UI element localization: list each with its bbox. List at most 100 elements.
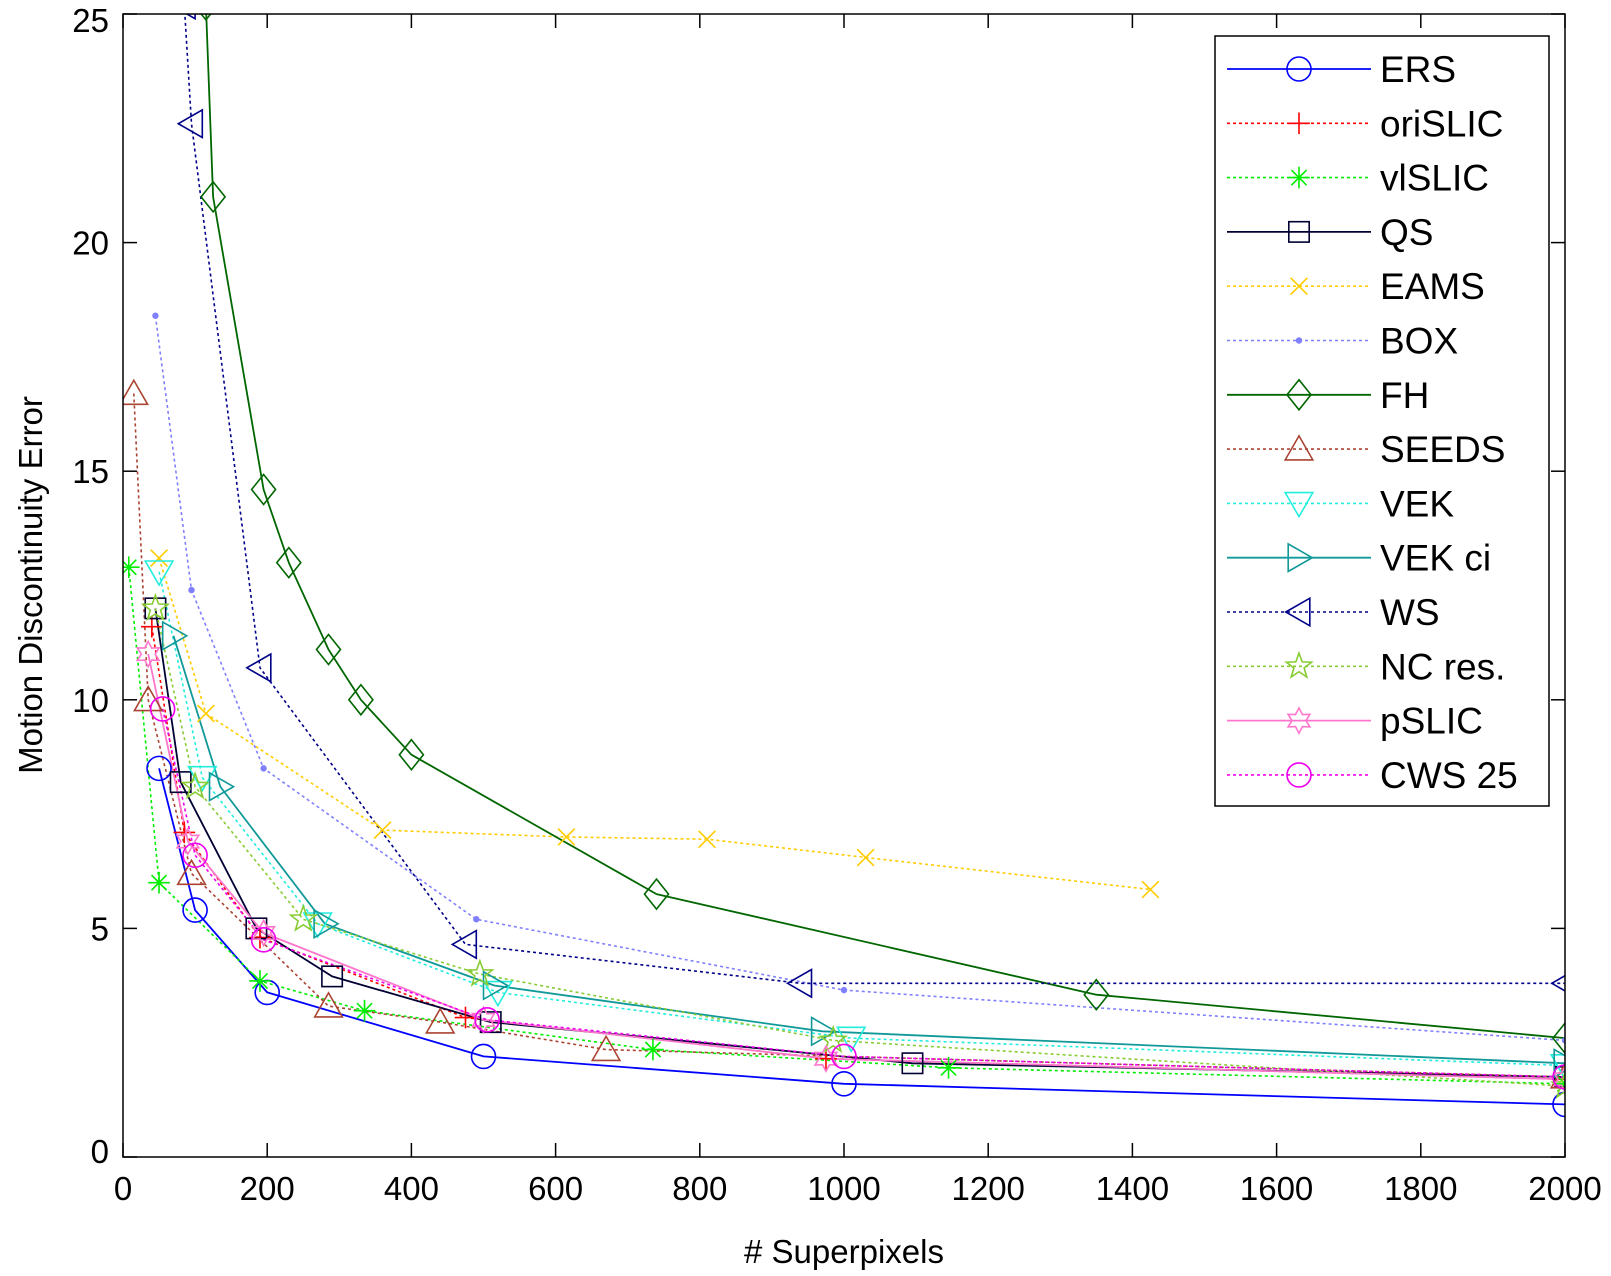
plot-frame: [122, 13, 1566, 1158]
data-point-eams: [150, 549, 169, 568]
legend-marker-qs: [1288, 220, 1311, 243]
data-point-fh: [275, 546, 302, 579]
data-point-ers: [182, 897, 208, 923]
series-line-ers: [158, 768, 1565, 1106]
data-point-vek: [482, 980, 514, 1008]
x-tick-label: 2000: [1528, 1170, 1601, 1207]
y-tick-label: 25: [72, 2, 109, 39]
data-point-ws: [785, 968, 813, 999]
data-point-fh: [200, 180, 227, 214]
legend-label-ws: WS: [1380, 592, 1440, 633]
data-point-fh: [250, 473, 277, 506]
data-point-vlslic: [937, 1057, 960, 1079]
data-point-eams: [1141, 880, 1160, 899]
legend: ERS oriSLIC vlSLIC QS EAMS BOX FH SEEDS VEK VEK c…: [1214, 35, 1550, 807]
data-point-seeds: [313, 991, 344, 1018]
data-point-eams: [856, 848, 875, 867]
series-line-fh: [205, 14, 1565, 1039]
data-point-qs: [479, 1011, 502, 1034]
data-point-vek: [143, 560, 175, 587]
data-point-box: [473, 916, 480, 923]
data-point-vlslic: [353, 999, 376, 1022]
data-point-ws: [1550, 974, 1565, 992]
data-point-fh: [315, 633, 342, 666]
data-point-seeds: [590, 1034, 622, 1062]
x-tick-label: 1200: [951, 1170, 1024, 1207]
x-tick-label: 400: [384, 1170, 439, 1207]
x-tick-label: 1800: [1384, 1170, 1457, 1207]
legend-label-ers: ERS: [1380, 49, 1456, 90]
data-point-fh: [643, 877, 670, 911]
x-tick-label: 0: [114, 1170, 132, 1207]
data-point-box: [152, 312, 159, 319]
legend-marker-nc-res: [1284, 650, 1314, 679]
data-point-vek: [302, 912, 333, 939]
data-point-box: [188, 586, 195, 594]
data-point-vek-ci: [208, 771, 236, 802]
data-point-ws: [450, 929, 478, 960]
y-tick-label: 5: [91, 910, 109, 947]
data-point-seeds: [425, 1007, 456, 1034]
data-point-vlslic: [642, 1038, 664, 1061]
tick-labels: 0 200 400 600 800 1000 1200 1400 1600 1800 2000 0 5 1…: [72, 2, 1601, 1207]
series-line-vek: [158, 571, 1565, 1067]
legend-label-pslic: pSLIC: [1380, 701, 1483, 742]
data-point-vek: [836, 1026, 867, 1053]
legend-marker-box: [1295, 337, 1303, 344]
data-point-ers: [470, 1043, 497, 1070]
legend-label-nc-res: NC res.: [1380, 646, 1505, 687]
legend-marker-orislic: [1288, 112, 1310, 135]
legend-label-vek-ci: VEK ci: [1380, 538, 1491, 579]
data-point-vlslic: [249, 970, 271, 992]
legend-label-qs: QS: [1380, 212, 1433, 253]
x-tick-label: 600: [528, 1170, 583, 1207]
x-tick-label: 200: [240, 1170, 295, 1207]
data-point-pslic: [135, 639, 161, 669]
data-point-qs: [901, 1052, 924, 1075]
data-point-fh: [347, 683, 374, 717]
x-tick-label: 800: [672, 1170, 727, 1207]
legend-label-eams: EAMS: [1380, 266, 1485, 307]
data-point-vlslic: [148, 871, 170, 894]
data-point-box: [1561, 1037, 1565, 1044]
y-axis-title: Motion Discontinuity Error: [12, 396, 49, 774]
data-point-fh: [1551, 1021, 1565, 1055]
data-point-nc-res: [180, 771, 210, 800]
legend-label-vlslic: vlSLIC: [1380, 158, 1489, 199]
data-point-cws-25: [149, 696, 176, 722]
legend-marker-eams: [1290, 277, 1308, 296]
data-point-fh: [200, 14, 212, 22]
series-line-vek-ci: [172, 635, 1565, 1065]
data-point-seeds: [123, 378, 149, 406]
x-axis-title: # Superpixels: [744, 1233, 944, 1270]
x-tick-label: 1600: [1240, 1170, 1313, 1207]
y-tick-label: 0: [91, 1133, 109, 1170]
y-tick-label: 10: [72, 682, 109, 719]
data-point-ers: [1552, 1091, 1565, 1118]
legend-marker-ws: [1284, 596, 1311, 628]
data-point-eams: [557, 827, 576, 846]
legend-marker-vlslic: [1288, 166, 1310, 189]
data-point-qs: [321, 965, 344, 988]
data-point-cws-25: [1552, 1064, 1565, 1090]
legend-marker-cws-25: [1286, 762, 1312, 788]
data-point-fh: [398, 738, 425, 771]
legend-label-vek: VEK: [1380, 483, 1454, 524]
data-point-seeds: [133, 684, 164, 712]
data-point-eams: [698, 830, 716, 849]
data-point-cws-25: [182, 842, 208, 869]
legend-marker-pslic: [1286, 706, 1312, 735]
data-point-box: [260, 765, 267, 772]
legend-label-cws-25: CWS 25: [1380, 755, 1518, 796]
data-point-nc-res: [140, 592, 171, 621]
data-point-box: [840, 986, 848, 994]
data-point-vek-ci: [482, 970, 510, 1001]
data-point-orislic: [173, 821, 196, 844]
data-point-fh: [1083, 978, 1110, 1011]
legend-marker-seeds: [1283, 434, 1315, 461]
data-point-vek-ci: [161, 620, 189, 651]
legend-label-orislic: oriSLIC: [1380, 103, 1503, 144]
series-markers: [123, 14, 1565, 1118]
data-point-nc-res: [465, 958, 495, 987]
